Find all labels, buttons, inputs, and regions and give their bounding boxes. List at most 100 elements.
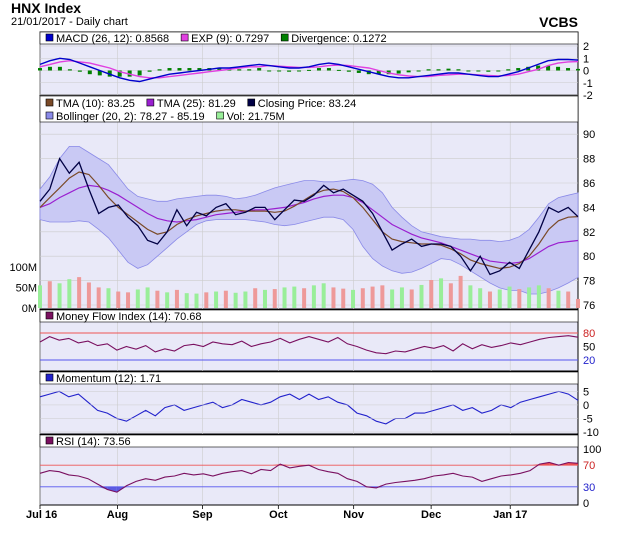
- legend-swatch: [45, 436, 54, 445]
- brand-label: VCBS: [539, 14, 578, 30]
- price-y-tick: 90: [583, 129, 595, 141]
- x-tick-label: Oct: [269, 509, 288, 521]
- momentum-y-tick: -10: [583, 427, 599, 439]
- volume-bar: [292, 286, 297, 308]
- divergence-bar: [307, 69, 311, 71]
- volume-bar: [566, 291, 571, 308]
- volume-bar: [165, 292, 170, 308]
- legend-label: Vol: 21.75M: [227, 111, 285, 123]
- chart-subtitle: 21/01/2017 - Daily chart: [11, 16, 128, 28]
- volume-bar: [341, 288, 346, 308]
- legend-label: Closing Price: 83.24: [258, 98, 356, 110]
- mfi-line: [39, 335, 579, 355]
- volume-bar: [478, 288, 483, 308]
- volume-bar: [106, 288, 111, 308]
- volume-bar: [174, 289, 179, 308]
- divergence-bar: [157, 69, 162, 71]
- divergence-bar: [297, 70, 302, 72]
- legend-label: RSI (14): 73.56: [56, 436, 131, 448]
- rsi-line: [39, 461, 579, 493]
- volume-bar: [497, 289, 502, 308]
- volume-bar: [302, 288, 307, 308]
- price-y-tick: 80: [583, 251, 595, 263]
- volume-bar: [487, 291, 492, 308]
- x-tick-label: Nov: [343, 509, 365, 521]
- rsi-y-tick: 100: [583, 444, 601, 456]
- divergence-bar: [516, 68, 521, 71]
- volume-bar: [38, 285, 42, 308]
- legend-band: [39, 371, 579, 385]
- volume-bar: [86, 282, 91, 308]
- volume-bar: [458, 275, 463, 308]
- macd-line: [39, 57, 579, 83]
- volume-bar: [184, 293, 189, 308]
- volume-bar: [214, 291, 219, 308]
- price-y-tick: 84: [583, 202, 595, 214]
- divergence-bar: [456, 69, 461, 71]
- divergence-bar: [356, 70, 361, 73]
- volume-bar: [546, 288, 551, 308]
- divergence-bar: [506, 69, 511, 71]
- divergence-bar: [247, 69, 252, 71]
- volume-bar: [223, 290, 228, 308]
- divergence-bar: [346, 70, 351, 72]
- legend-swatch: [45, 311, 54, 320]
- volume-bar: [409, 289, 414, 308]
- divergence-bar: [287, 70, 292, 72]
- volume-bar: [155, 290, 160, 308]
- divergence-bar: [376, 70, 381, 75]
- volume-bar: [57, 283, 62, 308]
- divergence-bar: [267, 70, 272, 72]
- volume-bar: [360, 288, 365, 308]
- volume-bar: [233, 292, 238, 308]
- legend-label: MACD (26, 12): 0.8568: [56, 33, 169, 45]
- legend-label: Bollinger (20, 2): 78.27 - 85.19: [56, 111, 205, 123]
- divergence-bar: [406, 70, 411, 73]
- divergence-bar: [496, 70, 501, 72]
- legend-label: EXP (9): 0.7297: [191, 33, 269, 45]
- divergence-bar: [396, 70, 401, 74]
- legend-band: [39, 31, 579, 45]
- momentum-line: [39, 390, 579, 425]
- price-y-tick: 86: [583, 178, 595, 190]
- divergence-bar: [446, 68, 451, 71]
- chart-title: HNX Index: [11, 0, 82, 16]
- volume-bar: [204, 292, 209, 308]
- volume-bar: [370, 286, 375, 308]
- x-tick-label: Aug: [107, 509, 128, 521]
- volume-bar: [429, 280, 434, 308]
- divergence-bar: [197, 68, 202, 71]
- divergence-bar: [167, 68, 172, 71]
- volume-bar: [527, 287, 532, 308]
- macd-y-tick: 2: [583, 41, 589, 53]
- divergence-bar: [87, 70, 92, 75]
- divergence-bar: [97, 70, 102, 76]
- macd-y-tick: -2: [583, 90, 593, 102]
- rsi-oversold-fill: [97, 486, 108, 490]
- legend-swatch: [247, 98, 256, 107]
- volume-bar: [135, 289, 140, 308]
- price-y-tick: 88: [583, 154, 595, 166]
- volume-bar: [116, 291, 121, 308]
- divergence-bar: [187, 68, 192, 71]
- volume-bar: [507, 286, 512, 308]
- volume-bar: [439, 278, 444, 308]
- divergence-bar: [536, 65, 541, 71]
- macd-y-tick: 1: [583, 53, 589, 65]
- volume-bar: [419, 284, 424, 308]
- volume-bar: [311, 285, 316, 308]
- legend-band: [39, 434, 579, 448]
- volume-bar: [331, 287, 336, 308]
- mfi-y-tick: 80: [583, 328, 595, 340]
- mfi-y-tick: 20: [583, 355, 595, 367]
- divergence-bar: [217, 68, 222, 71]
- mfi-y-tick: 50: [583, 342, 595, 354]
- close-line: [39, 157, 579, 276]
- x-tick-label: Dec: [421, 509, 441, 521]
- momentum-y-tick: -5: [583, 413, 593, 425]
- volume-bar: [468, 285, 473, 308]
- volume-y-tick: 100M: [9, 262, 37, 274]
- divergence-bar: [277, 70, 282, 72]
- legend-swatch: [45, 33, 54, 42]
